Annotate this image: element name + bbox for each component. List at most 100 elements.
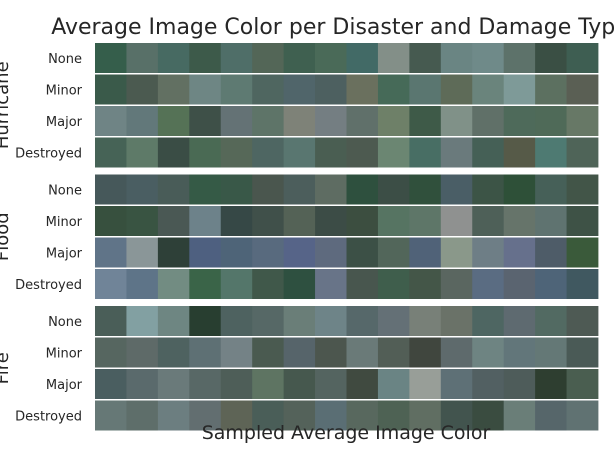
- row-tick-label: Destroyed: [15, 278, 82, 293]
- row-tick-label: Minor: [46, 215, 83, 230]
- heatmap-cell: [315, 306, 347, 336]
- heatmap-cell: [157, 106, 190, 136]
- heatmap-cell: [503, 337, 536, 368]
- heatmap-cell: [440, 237, 473, 268]
- heatmap-cell: [283, 206, 316, 236]
- heatmap-cell: [440, 174, 473, 205]
- heatmap-cell: [189, 400, 222, 431]
- heatmap-cell: [95, 74, 127, 105]
- row-tick-label: Major: [46, 378, 83, 393]
- heatmap-cell: [252, 137, 285, 168]
- heatmap-cell: [126, 306, 159, 336]
- heatmap-cell: [409, 74, 442, 105]
- heatmap-cell: [126, 237, 159, 268]
- heatmap-cell: [440, 269, 473, 299]
- heatmap-cell: [535, 306, 567, 336]
- heatmap-cell: [220, 137, 253, 168]
- heatmap-cell: [409, 174, 442, 205]
- row-tick-label: Destroyed: [15, 147, 82, 162]
- heatmap-cell: [157, 43, 190, 73]
- heatmap-cell: [409, 137, 442, 168]
- heatmap-cell: [472, 106, 505, 136]
- heatmap-cell: [503, 137, 536, 168]
- heatmap-cell: [566, 306, 599, 336]
- x-axis-label: Sampled Average Image Color: [202, 422, 491, 444]
- heatmap-cell: [315, 400, 347, 431]
- heatmap-cell: [440, 74, 473, 105]
- heatmap-cell: [377, 43, 410, 73]
- heatmap-cell: [315, 237, 347, 268]
- group-label: Flood: [0, 212, 13, 261]
- heatmap-cell: [409, 206, 442, 236]
- heatmap-cell: [503, 106, 536, 136]
- heatmap-cell: [566, 269, 599, 299]
- heatmap-cell: [472, 369, 505, 399]
- heatmap-cell: [440, 206, 473, 236]
- heatmap-cell: [535, 206, 567, 236]
- heatmap-cell: [283, 337, 316, 368]
- heatmap-cell: [157, 269, 190, 299]
- heatmap-cell: [95, 206, 127, 236]
- heatmap-cell: [95, 337, 127, 368]
- heatmap-cell: [409, 237, 442, 268]
- heatmap-cell: [472, 74, 505, 105]
- heatmap-cell: [377, 237, 410, 268]
- heatmap-cell: [409, 337, 442, 368]
- heatmap-cell: [566, 43, 599, 73]
- heatmap-cell: [220, 237, 253, 268]
- heatmap-cell: [315, 74, 347, 105]
- heatmap-cell: [566, 74, 599, 105]
- row-tick-label: Minor: [46, 84, 83, 99]
- heatmap-cell: [95, 369, 127, 399]
- heatmap-cell: [503, 400, 536, 431]
- heatmap-cell: [346, 174, 379, 205]
- heatmap-cell: [315, 269, 347, 299]
- heatmap-cell: [535, 237, 567, 268]
- heatmap-cell: [95, 43, 127, 73]
- plot-area: NoneMinorMajorDestroyedHurricaneNoneMino…: [0, 43, 599, 431]
- heatmap-cell: [252, 174, 285, 205]
- heatmap-cell: [95, 106, 127, 136]
- heatmap-cell: [220, 206, 253, 236]
- row-tick-label: None: [48, 315, 82, 330]
- heatmap-cell: [252, 206, 285, 236]
- heatmap-cell: [346, 137, 379, 168]
- heatmap-cell: [220, 43, 253, 73]
- heatmap-cell: [157, 369, 190, 399]
- heatmap-cell: [95, 306, 127, 336]
- heatmap-cell: [377, 337, 410, 368]
- heatmap-cell: [220, 74, 253, 105]
- heatmap-cell: [189, 237, 222, 268]
- heatmap-cell: [346, 106, 379, 136]
- heatmap-cell: [377, 74, 410, 105]
- heatmap-cell: [535, 269, 567, 299]
- heatmap-cell: [377, 306, 410, 336]
- heatmap-cell: [440, 369, 473, 399]
- heatmap-cell: [283, 43, 316, 73]
- heatmap-cell: [409, 106, 442, 136]
- heatmap-cell: [252, 269, 285, 299]
- heatmap-cell: [566, 174, 599, 205]
- heatmap-cell: [503, 43, 536, 73]
- heatmap-cell: [157, 306, 190, 336]
- heatmap-cell: [126, 400, 159, 431]
- chart-title: Average Image Color per Disaster and Dam…: [51, 15, 614, 40]
- heatmap-cell: [126, 337, 159, 368]
- heatmap-cell: [535, 400, 567, 431]
- heatmap-cell: [126, 137, 159, 168]
- heatmap-cell: [472, 43, 505, 73]
- heatmap-cell: [157, 137, 190, 168]
- row-tick-label: None: [48, 52, 82, 67]
- heatmap-cell: [126, 174, 159, 205]
- heatmap-cell: [535, 337, 567, 368]
- heatmap-cell: [566, 400, 599, 431]
- heatmap-cell: [346, 269, 379, 299]
- heatmap-cell: [346, 74, 379, 105]
- heatmap-cell: [283, 269, 316, 299]
- heatmap-cell: [440, 400, 473, 431]
- heatmap-cell: [503, 237, 536, 268]
- heatmap-cell: [535, 369, 567, 399]
- row-tick-label: None: [48, 184, 82, 199]
- heatmap-cell: [472, 306, 505, 336]
